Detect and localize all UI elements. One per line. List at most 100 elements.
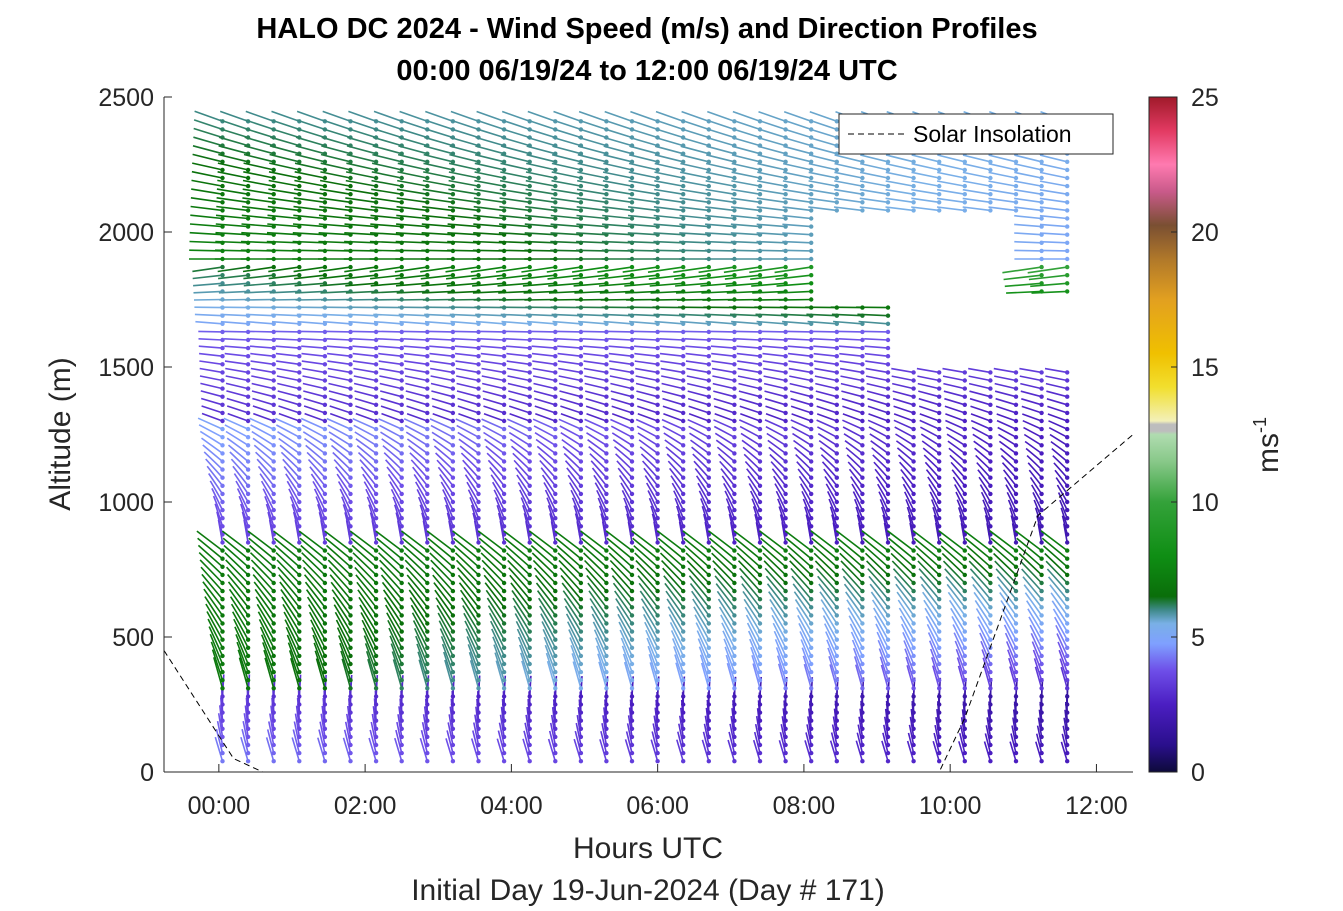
wind-barb-dot	[578, 281, 584, 286]
wind-barb-dot	[271, 402, 276, 407]
wind-barb-dot	[681, 686, 686, 691]
wind-barb-dot	[757, 362, 763, 367]
wind-barb-dot	[271, 208, 276, 213]
wind-barb-shaft	[421, 722, 429, 746]
wind-barb-dot	[757, 378, 763, 383]
wind-barb-shaft	[699, 654, 710, 681]
wind-barb-dot	[962, 386, 967, 391]
wind-barb-dot	[655, 750, 660, 756]
wind-barb-dot	[706, 281, 711, 286]
wind-barb-shaft	[891, 367, 914, 374]
wind-barb-shaft	[430, 559, 454, 584]
wind-barb-dot	[220, 337, 225, 343]
wind-barb-shaft	[251, 430, 275, 446]
wind-barb-shaft	[1014, 197, 1042, 204]
wind-barb-dot	[706, 621, 711, 626]
wind-barb-dot	[527, 418, 532, 424]
wind-barb-shaft	[370, 214, 402, 220]
wind-barb-shaft	[1019, 367, 1042, 374]
wind-barb-shaft	[551, 313, 581, 317]
wind-barb-shaft	[334, 466, 352, 487]
wind-barb-shaft	[559, 425, 582, 438]
wind-barb-shaft	[510, 582, 531, 608]
wind-barb-shaft	[482, 567, 505, 592]
wind-barb-shaft	[548, 282, 581, 287]
wind-barb-shaft	[623, 661, 633, 689]
wind-barb-shaft	[1031, 641, 1043, 665]
wind-barb-dot	[809, 750, 814, 756]
wind-barb-dot	[911, 702, 916, 707]
wind-barb-shaft	[821, 461, 838, 479]
wind-barb-shaft	[570, 489, 582, 511]
wind-barb-shaft	[496, 274, 530, 280]
wind-barb-shaft	[507, 382, 530, 390]
wind-barb-dot	[629, 402, 635, 407]
wind-barb-shaft	[876, 631, 889, 657]
wind-barb-dot	[706, 483, 711, 488]
wind-barb-shaft	[986, 717, 992, 738]
wind-barb-dot	[937, 686, 942, 691]
wind-barb-dot	[348, 605, 353, 610]
wind-barb-shaft	[962, 162, 991, 171]
wind-barb-dot	[809, 240, 814, 245]
wind-barb-shaft	[653, 249, 684, 252]
wind-barb-shaft	[360, 612, 377, 641]
wind-barb-shaft	[779, 514, 787, 535]
wind-barb-dot	[757, 451, 763, 456]
wind-barb-dot	[245, 645, 251, 650]
wind-barb-shaft	[705, 180, 735, 187]
wind-barb-dot	[655, 597, 660, 602]
wind-barb-shaft	[611, 432, 633, 446]
wind-barb-dot	[578, 686, 584, 691]
wind-barb-shaft	[476, 110, 505, 123]
wind-barb-shaft	[900, 623, 915, 649]
wind-barb-dot	[1013, 742, 1019, 748]
wind-barb-dot	[937, 483, 942, 488]
wind-barb-shaft	[586, 412, 607, 422]
wind-barb-dot	[450, 710, 456, 715]
wind-barb-dot	[553, 661, 558, 667]
wind-barb-shaft	[1023, 584, 1043, 608]
wind-barb-dot	[245, 726, 251, 731]
wind-barb-dot	[578, 524, 584, 529]
wind-barb-shaft	[474, 162, 505, 171]
wind-barb-shaft	[410, 604, 428, 633]
wind-barb-dot	[706, 345, 711, 351]
wind-barb-dot	[809, 516, 814, 521]
wind-barb-shaft	[634, 352, 658, 357]
wind-barb-shaft	[197, 544, 224, 568]
wind-barb-shaft	[730, 249, 761, 252]
wind-barb-dot	[1039, 216, 1044, 221]
wind-barb-dot	[527, 273, 532, 278]
wind-barb-shaft	[395, 274, 428, 280]
wind-barb-shaft	[387, 619, 403, 649]
wind-barb-dot	[604, 694, 609, 699]
wind-barb-shaft	[372, 136, 402, 147]
wind-barb-shaft	[379, 559, 403, 584]
wind-barb-dot	[373, 540, 379, 545]
wind-barb-shaft	[282, 458, 300, 479]
wind-barb-dot	[681, 702, 686, 707]
wind-barb-dot	[399, 281, 404, 286]
wind-barb-shaft	[909, 716, 915, 738]
wind-barb-dot	[885, 208, 891, 213]
wind-barb-shaft	[786, 545, 812, 568]
wind-barb-shaft	[230, 603, 249, 633]
wind-barb-dot	[450, 588, 456, 594]
wind-barb-dot	[885, 426, 891, 432]
wind-barb-shaft	[301, 552, 326, 576]
wind-barb-shaft	[481, 418, 505, 430]
wind-barb-shaft	[782, 206, 812, 212]
wind-barb-dot	[348, 354, 353, 359]
wind-barb-shaft	[409, 452, 428, 471]
wind-barb-shaft	[623, 497, 633, 519]
wind-barb-shaft	[953, 632, 966, 657]
wind-barb-dot	[706, 686, 711, 691]
wind-barb-dot	[732, 759, 737, 764]
wind-barb-dot	[553, 410, 558, 416]
wind-barb-shaft	[772, 622, 787, 649]
wind-barb-dot	[578, 669, 584, 675]
wind-barb-shaft	[254, 588, 275, 616]
wind-barb-dot	[1039, 386, 1044, 391]
wind-barb-shaft	[573, 505, 582, 527]
